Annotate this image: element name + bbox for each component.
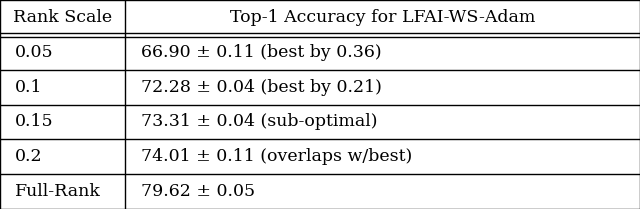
Text: Full-Rank: Full-Rank [15,183,101,200]
Text: 73.31 ± 0.04 (sub-optimal): 73.31 ± 0.04 (sub-optimal) [141,113,378,130]
Text: 0.05: 0.05 [15,44,54,61]
Text: 0.1: 0.1 [15,79,42,96]
Text: 79.62 ± 0.05: 79.62 ± 0.05 [141,183,255,200]
Text: 72.28 ± 0.04 (best by 0.21): 72.28 ± 0.04 (best by 0.21) [141,79,381,96]
Text: 0.15: 0.15 [15,113,54,130]
Text: 66.90 ± 0.11 (best by 0.36): 66.90 ± 0.11 (best by 0.36) [141,44,381,61]
Text: Rank Scale: Rank Scale [13,9,112,26]
Text: 74.01 ± 0.11 (overlaps w/best): 74.01 ± 0.11 (overlaps w/best) [141,148,412,165]
Text: 0.2: 0.2 [15,148,43,165]
Text: Top-1 Accuracy for LFAI-WS-Adam: Top-1 Accuracy for LFAI-WS-Adam [230,9,535,26]
